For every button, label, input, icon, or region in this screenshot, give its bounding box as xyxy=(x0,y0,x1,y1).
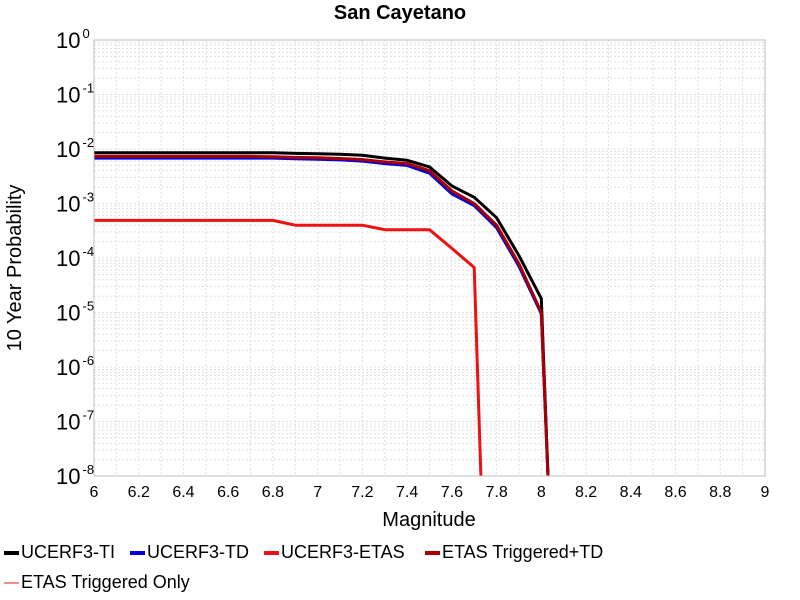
y-tick-label: 10 -3 xyxy=(56,190,94,217)
y-tick-label: 10 -4 xyxy=(56,244,94,271)
x-tick-labels: 6 6.2 6.4 6.6 6.8 7 7.2 7.4 7.6 7.8 8 8.2 8.4 8.6 8.8 9 xyxy=(90,484,770,501)
x-axis-label: Magnitude xyxy=(382,509,475,531)
series-line-4 xyxy=(94,154,550,477)
y-tick-label: 10 -1 xyxy=(56,81,94,108)
y-axis-label: 10 Year Probability xyxy=(4,185,26,352)
legend-label: UCERF3-TI xyxy=(21,542,115,562)
legend-label: UCERF3-TD xyxy=(147,542,249,562)
x-tick-label: 8 xyxy=(537,484,546,501)
x-tick-label: 7.8 xyxy=(485,484,507,501)
y-tick-label: 10 -6 xyxy=(56,353,94,380)
x-tick-label: 7.6 xyxy=(441,484,463,501)
series-line-3 xyxy=(94,218,483,477)
x-tick-label: 7 xyxy=(313,484,322,501)
plot-border xyxy=(93,39,766,477)
chart-title: San Cayetano xyxy=(334,2,466,24)
grid xyxy=(93,40,766,477)
series-layer xyxy=(94,151,550,477)
legend-label: ETAS Triggered+TD xyxy=(442,542,603,562)
x-tick-label: 7.2 xyxy=(351,484,373,501)
y-tick-label: 10 -2 xyxy=(56,135,94,162)
y-tick-label: 10 -5 xyxy=(56,299,94,326)
y-tick-label: 10 0 xyxy=(56,26,90,53)
x-tick-label: 6 xyxy=(90,484,99,501)
series-line-1 xyxy=(94,151,550,477)
legend: UCERF3-TI UCERF3-TD UCERF3-ETAS ETAS Trigge… xyxy=(4,542,603,592)
legend-label: ETAS Triggered Only xyxy=(21,572,190,592)
y-tick-label: 10 -8 xyxy=(56,462,94,489)
x-tick-label: 6.6 xyxy=(217,484,239,501)
x-tick-label: 9 xyxy=(761,484,770,501)
x-tick-label: 6.4 xyxy=(172,484,194,501)
x-tick-label: 6.2 xyxy=(128,484,150,501)
legend-label: UCERF3-ETAS xyxy=(281,542,405,562)
y-tick-label: 10 -7 xyxy=(56,408,94,435)
x-tick-label: 8.8 xyxy=(709,484,731,501)
x-tick-label: 8.6 xyxy=(664,484,686,501)
x-tick-label: 8.4 xyxy=(620,484,642,501)
x-tick-label: 6.8 xyxy=(262,484,284,501)
x-tick-label: 8.2 xyxy=(575,484,597,501)
x-tick-label: 7.4 xyxy=(396,484,418,501)
